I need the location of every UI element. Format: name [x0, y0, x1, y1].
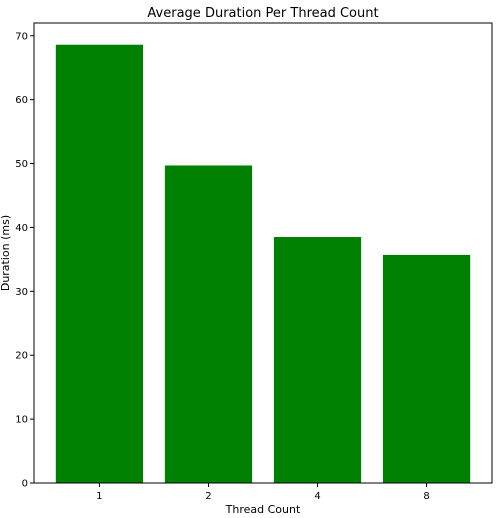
y-tick-label: 0 [22, 479, 28, 490]
y-tick-label: 10 [15, 415, 28, 426]
x-tick-label: 1 [96, 491, 102, 502]
bar-2 [165, 165, 252, 483]
x-axis-ticks: 1 2 4 8 [96, 483, 430, 502]
x-axis-label: Thread Count [225, 503, 301, 516]
y-tick-label: 50 [15, 159, 28, 170]
y-axis-label: Duration (ms) [0, 215, 12, 291]
y-axis-ticks: 0 10 20 30 40 50 60 70 [15, 31, 34, 489]
x-tick-label: 8 [423, 491, 429, 502]
y-tick-label: 40 [15, 223, 28, 234]
y-tick-label: 20 [15, 351, 28, 362]
chart-title: Average Duration Per Thread Count [147, 6, 378, 21]
bars-group [56, 45, 470, 483]
bar-4 [274, 237, 361, 483]
x-tick-label: 2 [205, 491, 211, 502]
y-tick-label: 70 [15, 31, 28, 42]
y-tick-label: 30 [15, 287, 28, 298]
y-tick-label: 60 [15, 95, 28, 106]
bar-8 [383, 255, 470, 483]
x-tick-label: 4 [314, 491, 320, 502]
bar-1 [56, 45, 143, 483]
